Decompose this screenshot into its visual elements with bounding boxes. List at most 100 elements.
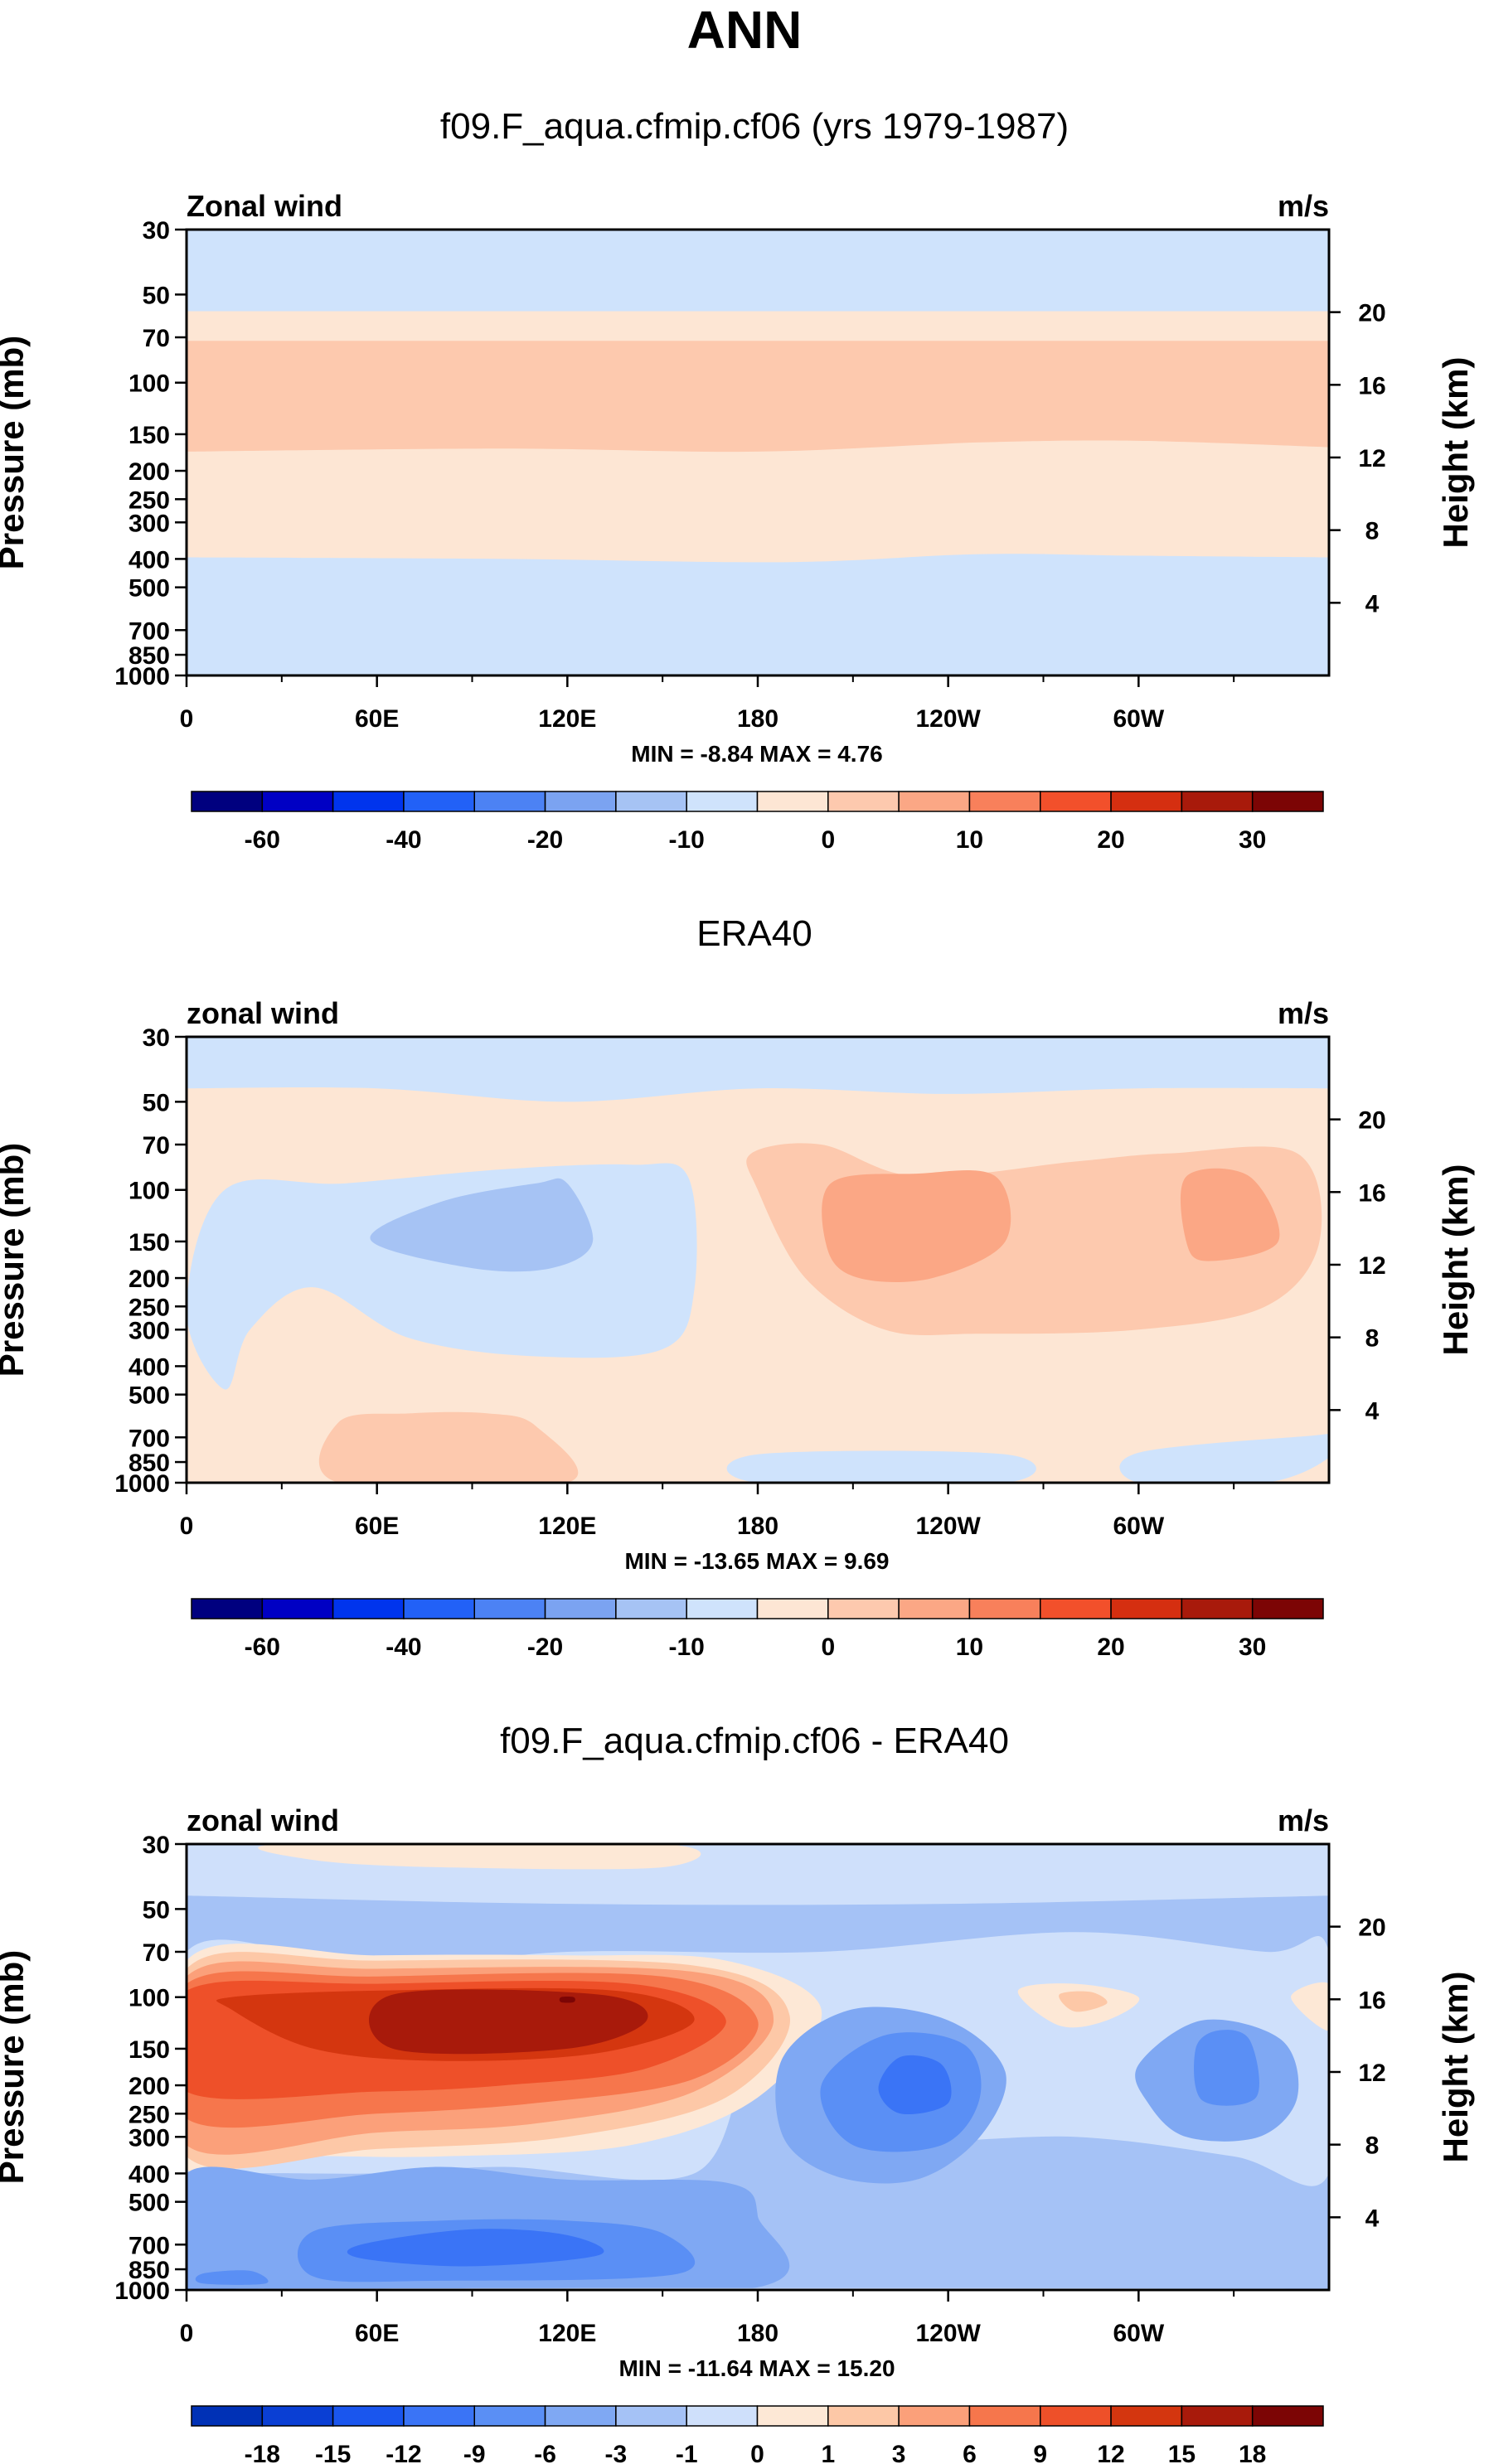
contour-field: [187, 1844, 1329, 2290]
contour-band: [187, 341, 1329, 453]
y-tick-label: 150: [129, 422, 170, 449]
y-tick-label: 250: [129, 487, 170, 514]
colorbar-label: -6: [534, 2441, 556, 2464]
y-axis-title: Pressure (mb): [0, 1143, 31, 1377]
y-tick-label: 50: [143, 1089, 170, 1116]
y2-tick-label: 16: [1358, 1179, 1385, 1207]
x-tick-label: 60E: [355, 2320, 399, 2347]
y2-tick-label: 12: [1358, 1252, 1385, 1280]
y-tick-label: 100: [129, 370, 170, 398]
colorbar-swatch: [403, 2405, 475, 2427]
y2-tick-label: 4: [1365, 590, 1380, 617]
contour-region: [1291, 1982, 1329, 2031]
colorbar-swatch: [473, 1598, 546, 1619]
colorbar-swatch: [1040, 2405, 1112, 2427]
y-tick-label: 500: [129, 575, 170, 603]
contour-region: [878, 2055, 952, 2115]
contour-region: [1059, 1991, 1108, 2012]
colorbar-label: 0: [821, 826, 835, 854]
colorbar-label: -60: [245, 1634, 280, 1661]
y2-tick-label: 8: [1365, 1325, 1380, 1353]
y-axis-title: Pressure (mb): [0, 336, 31, 569]
colorbar-swatch: [403, 791, 475, 812]
colorbar-swatch: [1110, 791, 1183, 812]
y-tick-label: 30: [143, 1024, 170, 1052]
colorbar: -60 -40 -20 -10 0 10 20 30: [191, 791, 1324, 854]
y2-tick-label: 20: [1358, 1915, 1385, 1942]
x-tick-label: 0: [180, 705, 194, 733]
y-tick-label: 700: [129, 1425, 170, 1452]
colorbar-swatch: [615, 2405, 687, 2427]
y2-tick-label: 16: [1358, 372, 1385, 399]
x-tick-label: 120W: [915, 1513, 981, 1540]
colorbar-label: -40: [386, 826, 421, 854]
colorbar-swatch: [898, 2405, 971, 2427]
y2-tick-label: 20: [1358, 300, 1385, 327]
colorbar-swatch: [827, 1598, 900, 1619]
y-tick-label: 30: [143, 217, 170, 244]
colorbar-label: -15: [315, 2441, 351, 2464]
x-tick-label: 60E: [355, 1513, 399, 1540]
colorbar-label: 30: [1239, 826, 1266, 854]
colorbar-swatch: [544, 791, 617, 812]
colorbar-label: -1: [676, 2441, 698, 2464]
colorbar-label: 0: [750, 2441, 764, 2464]
colorbar-swatch: [191, 1598, 264, 1619]
x-tick-label: 120E: [538, 2320, 596, 2347]
colorbar-swatch: [544, 1598, 617, 1619]
contour-region: [1180, 1168, 1280, 1261]
colorbar-swatch: [756, 1598, 829, 1619]
colorbar-swatch: [1181, 2405, 1254, 2427]
y-tick-label: 700: [129, 2232, 170, 2259]
y2-tick-label: 8: [1365, 2132, 1380, 2160]
contour-region: [726, 1450, 1036, 1483]
y-tick-label: 250: [129, 2101, 170, 2128]
y-tick-label: 1000: [114, 2278, 170, 2305]
y2-tick-label: 16: [1358, 1987, 1385, 2014]
colorbar-swatch: [261, 791, 334, 812]
colorbar-label: 30: [1239, 1634, 1266, 1661]
x-tick-label: 120W: [915, 705, 981, 733]
x-tick-label: 120E: [538, 705, 596, 733]
y2-axis-title: Height (km): [1436, 357, 1475, 549]
colorbar-swatch: [968, 1598, 1041, 1619]
contour-field: [187, 230, 1329, 675]
colorbar-swatch: [756, 2405, 829, 2427]
colorbar-swatch: [615, 1598, 687, 1619]
y-tick-label: 850: [129, 642, 170, 670]
contour-region: [369, 1989, 648, 2055]
colorbar-label: -12: [386, 2441, 421, 2464]
colorbar-label: 20: [1097, 1634, 1124, 1661]
colorbar: -18 -15 -12 -9 -6 -3 -1 0 1 3 6 9 12 15 18: [191, 2405, 1324, 2464]
y-tick-label: 150: [129, 1229, 170, 1256]
y-tick-label: 200: [129, 458, 170, 486]
y-tick-label: 30: [143, 1832, 170, 1859]
panel-title: f09.F_aqua.cfmip.cf06 (yrs 1979-1987): [440, 106, 1069, 147]
x-tick-label: 60E: [355, 705, 399, 733]
y2-axis-title: Height (km): [1436, 1972, 1475, 2163]
y-tick-label: 70: [143, 1939, 170, 1967]
colorbar-swatch: [261, 1598, 334, 1619]
colorbar-swatch: [686, 1598, 759, 1619]
colorbar-swatch: [191, 791, 264, 812]
units-label: m/s: [1278, 996, 1329, 1030]
variable-label: Zonal wind: [187, 189, 342, 223]
y-tick-label: 850: [129, 2257, 170, 2284]
colorbar-label: -18: [245, 2441, 280, 2464]
colorbar-label: 1: [821, 2441, 835, 2464]
colorbar-swatch: [1251, 791, 1324, 812]
colorbar-swatch: [191, 2405, 264, 2427]
y-tick-label: 400: [129, 1353, 170, 1381]
y2-tick-label: 12: [1358, 445, 1385, 472]
y-tick-label: 70: [143, 1132, 170, 1159]
contour-region: [559, 1996, 575, 2003]
contour-region: [347, 2229, 604, 2267]
colorbar-label: -10: [669, 1634, 705, 1661]
x-tick-label: 0: [180, 2320, 194, 2347]
contour-region: [258, 1844, 701, 1870]
y-tick-label: 300: [129, 510, 170, 537]
colorbar-swatch: [403, 1598, 475, 1619]
colorbar: -60 -40 -20 -10 0 10 20 30: [191, 1598, 1324, 1661]
contour-region: [1119, 1433, 1329, 1483]
